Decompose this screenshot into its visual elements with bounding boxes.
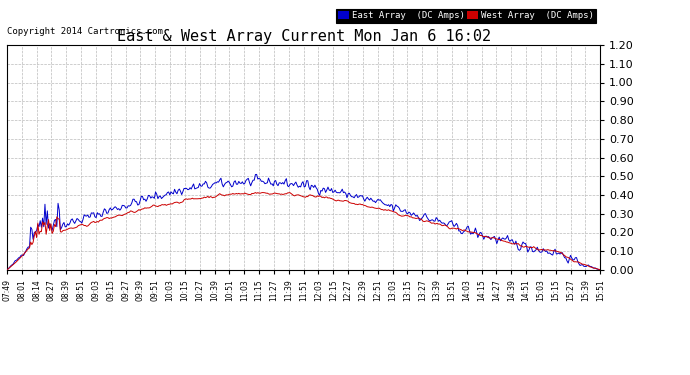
Legend: East Array  (DC Amps), West Array  (DC Amps): East Array (DC Amps), West Array (DC Amp… — [336, 9, 595, 22]
Title: East & West Array Current Mon Jan 6 16:02: East & West Array Current Mon Jan 6 16:0… — [117, 29, 491, 44]
Text: Copyright 2014 Cartronics.com: Copyright 2014 Cartronics.com — [7, 27, 163, 36]
